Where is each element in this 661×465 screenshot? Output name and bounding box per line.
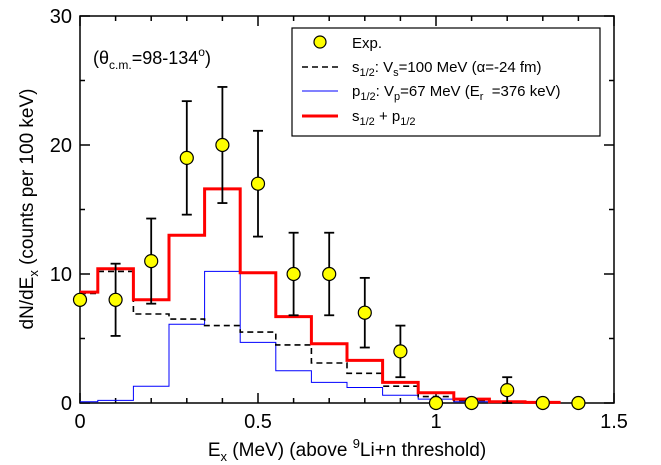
data-point-exp: [179, 150, 194, 165]
data-point-exp: [322, 266, 337, 282]
x-tick-label: 1: [430, 411, 441, 433]
data-point-exp: [357, 305, 372, 320]
y-tick-label: 30: [50, 6, 72, 28]
data-point-exp: [144, 254, 159, 269]
y-axis-title: dN/dEx (counts per 100 keV): [17, 89, 41, 330]
data-point-exp: [250, 176, 266, 191]
x-tick-label: 0.5: [244, 411, 272, 433]
data-point-exp: [286, 266, 301, 282]
data-point-exp: [215, 137, 230, 153]
y-tick-label: 0: [61, 393, 72, 415]
legend-label-p: p1/2: Vp=67 MeV (Er =376 keV): [352, 83, 561, 103]
x-axis-title: Ex (MeV) (above 9Li+n threshold): [208, 436, 486, 464]
points-layer: [72, 86, 586, 411]
legend-label-sum: s1/2 + p1/2: [352, 108, 416, 128]
data-point-exp: [464, 395, 479, 411]
data-point-exp: [571, 395, 586, 411]
legend: Exp. s1/2: Vs=100 MeV (α=-24 fm) p1/2: V…: [291, 27, 601, 137]
x-tick-label: 0: [74, 411, 85, 433]
legend-label-s: s1/2: Vs=100 MeV (α=-24 fm): [352, 59, 542, 79]
data-point-exp: [500, 383, 515, 398]
data-point-exp: [108, 292, 123, 307]
data-point-exp: [72, 292, 88, 307]
angle-annotation: (θc.m.=98-134o): [93, 45, 211, 72]
legend-marker-exp: [313, 35, 327, 49]
y-tick-labels: 0 10 20 30: [50, 6, 72, 415]
axis-ticks: [79, 15, 615, 404]
y-tick-label: 10: [50, 264, 72, 286]
data-point-exp: [393, 344, 408, 359]
y-tick-label: 20: [50, 135, 72, 157]
legend-label-exp: Exp.: [352, 35, 382, 52]
x-tick-label: 1.5: [600, 411, 628, 433]
legend-box: [291, 27, 601, 137]
data-point-exp: [535, 395, 550, 411]
data-point-exp: [428, 395, 444, 411]
x-tick-labels: 0 0.5 1 1.5: [74, 411, 627, 433]
